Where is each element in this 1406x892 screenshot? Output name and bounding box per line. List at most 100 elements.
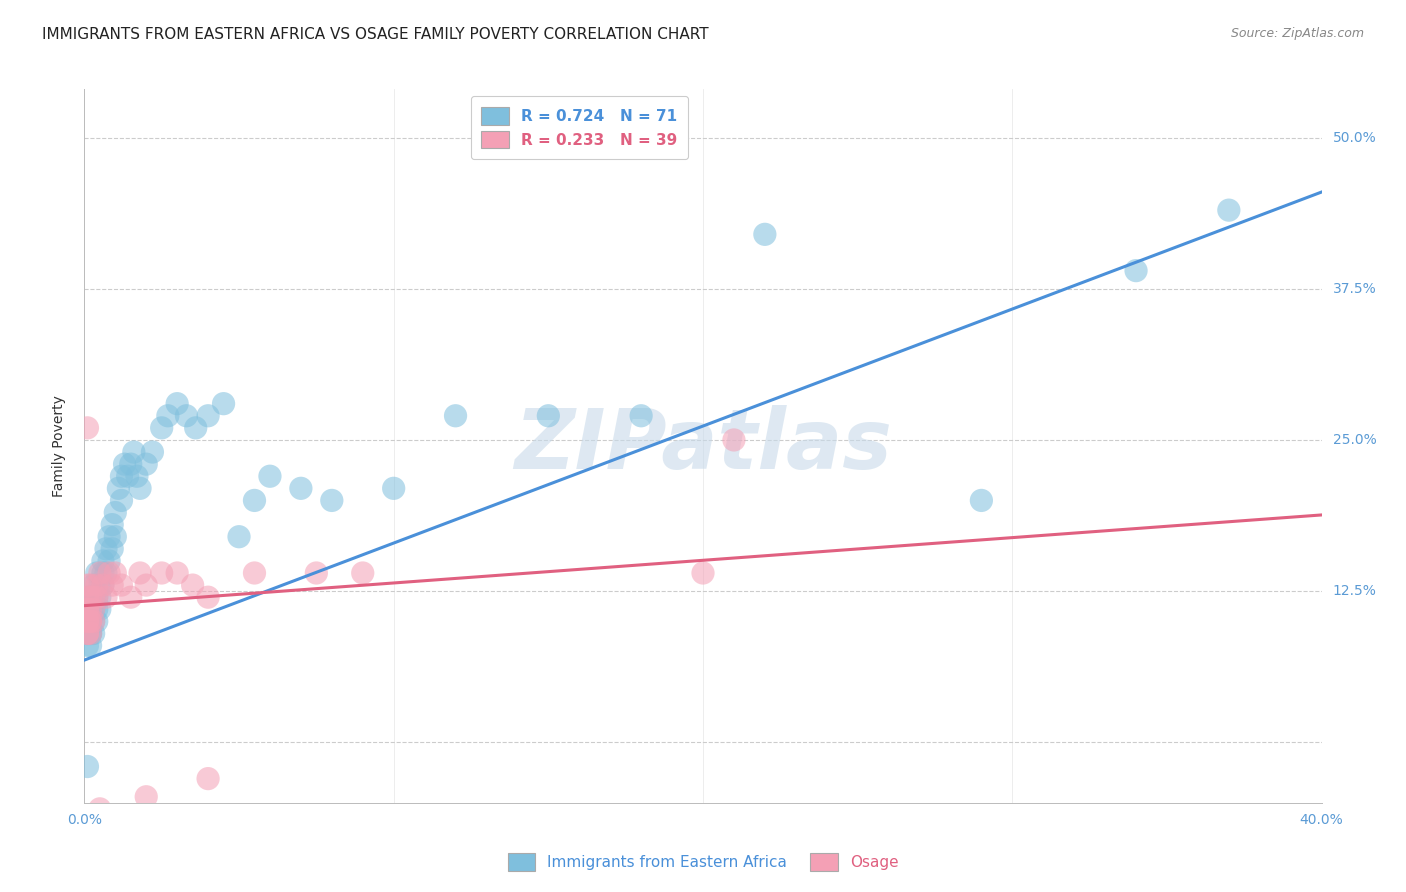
Point [150,421,173,435]
Point [86,578,108,592]
Point [321,493,343,508]
Text: ZIPatlas: ZIPatlas [515,406,891,486]
Point [212,397,235,411]
Point [129,566,152,580]
Point [970,493,993,508]
Point [352,566,374,580]
Point [98,530,121,544]
Point [86,566,108,580]
Point [166,397,188,411]
Point [290,481,312,495]
Point [76,626,98,640]
Legend: Immigrants from Eastern Africa, Osage: Immigrants from Eastern Africa, Osage [502,847,904,877]
Point [1218,203,1240,218]
Point [86,615,108,629]
Point [1125,263,1147,277]
Point [83,602,105,616]
Point [125,469,148,483]
Point [83,578,105,592]
Point [537,409,560,423]
Point [79,615,101,629]
Point [166,566,188,580]
Point [83,602,105,616]
Point [86,590,108,604]
Point [101,517,124,532]
Point [83,626,105,640]
Point [76,759,98,773]
Text: 37.5%: 37.5% [1333,282,1376,296]
Point [76,602,98,616]
Point [79,590,101,604]
Point [79,615,101,629]
Point [114,457,136,471]
Point [76,639,98,653]
Point [76,615,98,629]
Point [135,578,157,592]
Point [79,626,101,640]
Point [76,626,98,640]
Point [243,493,266,508]
Point [444,409,467,423]
Point [79,590,101,604]
Point [89,578,111,592]
Point [89,802,111,816]
Point [122,445,145,459]
Point [104,506,127,520]
Point [79,626,101,640]
Point [98,554,121,568]
Text: 12.5%: 12.5% [1333,584,1376,599]
Point [86,590,108,604]
Point [79,578,101,592]
Point [76,615,98,629]
Point [197,772,219,786]
Point [89,602,111,616]
Point [110,578,132,592]
Point [141,445,163,459]
Point [243,566,266,580]
Point [76,602,98,616]
Point [197,409,219,423]
Text: 50.0%: 50.0% [1333,130,1376,145]
Point [79,639,101,653]
Point [101,578,124,592]
Point [79,615,101,629]
Point [692,566,714,580]
Point [76,615,98,629]
Point [94,590,117,604]
Point [79,602,101,616]
Point [76,578,98,592]
Point [228,530,250,544]
Point [83,590,105,604]
Text: 25.0%: 25.0% [1333,433,1376,447]
Text: Source: ZipAtlas.com: Source: ZipAtlas.com [1230,27,1364,40]
Point [76,626,98,640]
Point [76,615,98,629]
Point [382,481,405,495]
Point [176,409,198,423]
Point [79,615,101,629]
Point [76,615,98,629]
Point [91,566,114,580]
Point [76,590,98,604]
Point [83,615,105,629]
Point [91,554,114,568]
Point [91,578,114,592]
Point [79,602,101,616]
Point [94,566,117,580]
Point [76,602,98,616]
Point [76,626,98,640]
Point [94,541,117,556]
Point [754,227,776,242]
Point [135,789,157,804]
Point [305,566,328,580]
Point [120,457,142,471]
Point [76,590,98,604]
Point [76,615,98,629]
Point [184,421,207,435]
Point [110,493,132,508]
Point [76,421,98,435]
Point [79,626,101,640]
Point [83,590,105,604]
Point [156,409,179,423]
Point [630,409,652,423]
